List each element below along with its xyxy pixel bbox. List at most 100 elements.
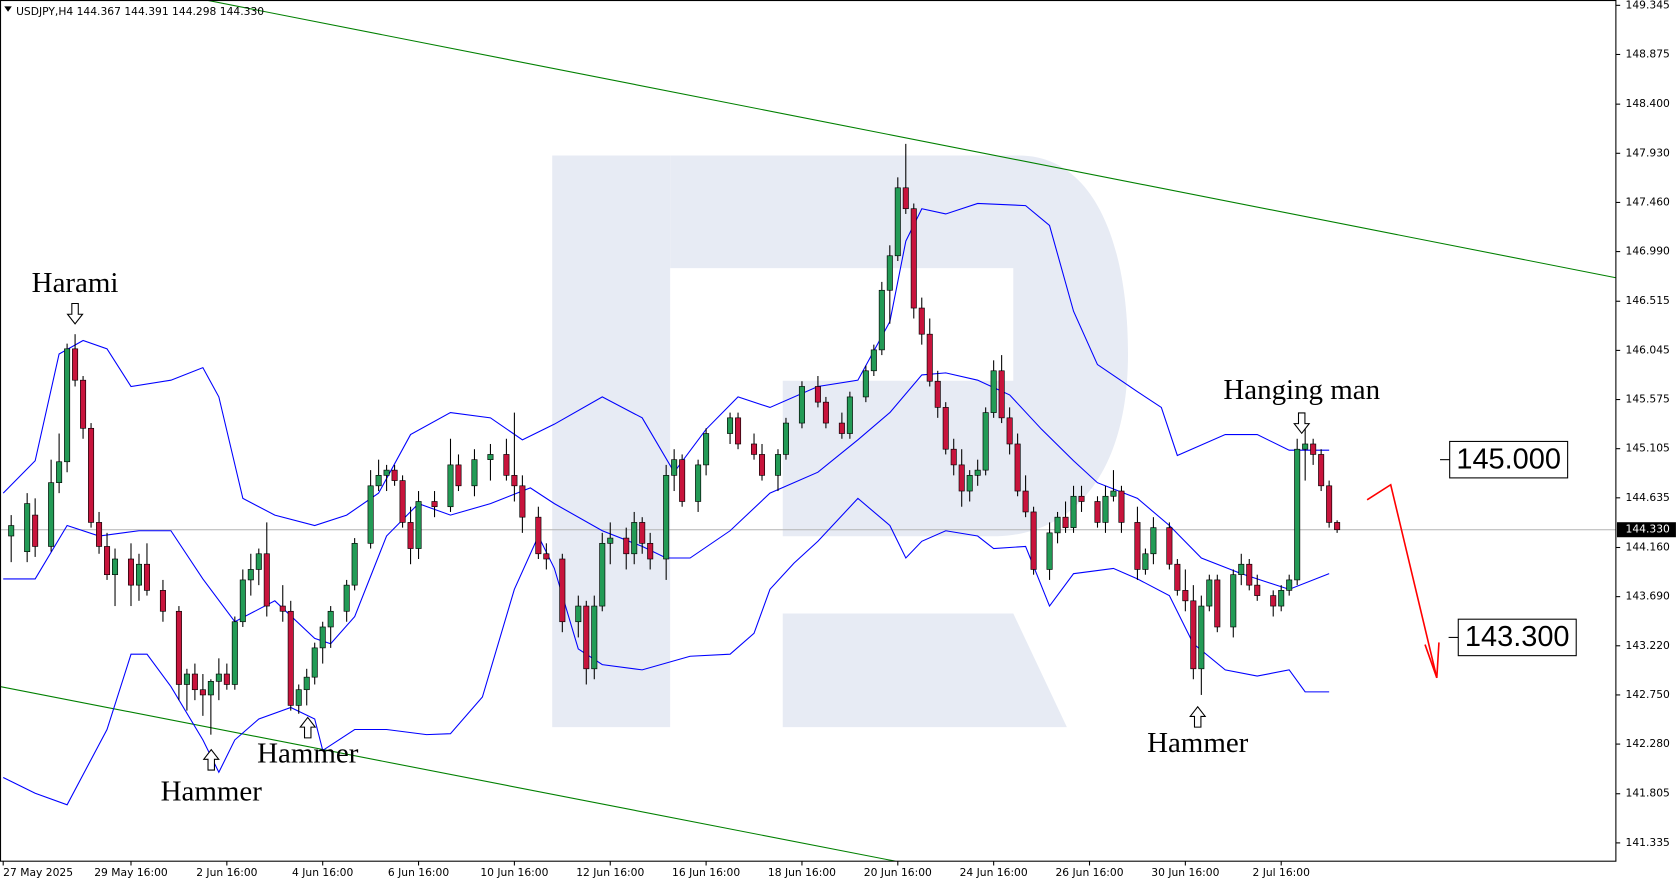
candle-body xyxy=(870,349,877,372)
y-tick-label: 142.750 xyxy=(1626,688,1671,701)
candle-body xyxy=(1006,417,1013,445)
candle-body xyxy=(982,412,989,471)
pattern-arrow xyxy=(1189,705,1207,728)
candle-body xyxy=(1198,605,1205,670)
candle-body xyxy=(343,584,350,612)
candle-body xyxy=(303,676,310,691)
candle-body xyxy=(926,333,933,382)
candle-body xyxy=(1102,495,1109,523)
x-tick-label: 2 Jun 16:00 xyxy=(196,866,257,879)
x-tick-label: 27 May 2025 xyxy=(3,866,73,879)
forecast-arrowhead xyxy=(1424,642,1440,679)
candle-body xyxy=(263,553,270,607)
candle-body xyxy=(223,673,230,685)
candle-body xyxy=(80,379,87,429)
current-price-box xyxy=(1616,522,1676,538)
forecast-arrow xyxy=(1366,483,1438,678)
candle-body xyxy=(399,480,406,523)
candle-body xyxy=(623,537,630,555)
candle-body xyxy=(759,454,766,476)
candle-body xyxy=(886,255,893,291)
pattern-arrow xyxy=(1293,412,1311,435)
candle-body xyxy=(591,605,598,670)
candle-body xyxy=(1054,516,1061,534)
candle-body xyxy=(311,647,318,678)
pattern-arrow xyxy=(299,716,317,739)
x-tick-label: 20 Jun 16:00 xyxy=(864,866,932,879)
candle-body xyxy=(112,558,119,576)
level-label: 143.300 xyxy=(1465,621,1570,653)
candle-body xyxy=(247,569,254,581)
candle-body xyxy=(1166,527,1173,565)
candle-body xyxy=(902,187,909,210)
candle-body xyxy=(695,464,702,502)
candle-body xyxy=(32,514,39,547)
candle-body xyxy=(319,626,326,649)
candle-body xyxy=(1270,595,1277,607)
pattern-label: Harami xyxy=(32,267,119,299)
y-tick-label: 145.575 xyxy=(1626,393,1670,406)
candle-body xyxy=(798,386,805,424)
x-tick-label: 29 May 16:00 xyxy=(94,866,168,879)
candle-body xyxy=(135,563,142,586)
y-tick-label: 147.930 xyxy=(1626,146,1671,159)
symbol-header: USDJPY,H4 144.367 144.391 144.298 144.33… xyxy=(16,5,264,18)
candle-body xyxy=(24,503,31,553)
candle-body xyxy=(1182,590,1189,602)
candle-body xyxy=(1078,495,1085,502)
candle-body xyxy=(1022,490,1029,513)
candle-body xyxy=(559,558,566,623)
candle-body xyxy=(535,516,542,555)
candle-body xyxy=(1118,490,1125,523)
candle-body xyxy=(295,689,302,706)
candle-body xyxy=(1094,501,1101,523)
current-price-label: 144.330 xyxy=(1626,523,1671,536)
candle-body xyxy=(846,396,853,434)
candle-body xyxy=(910,208,917,309)
y-tick-label: 141.335 xyxy=(1626,836,1670,849)
candle-body xyxy=(1238,563,1245,576)
candle-body xyxy=(727,417,734,434)
candle-body xyxy=(1190,600,1197,670)
bollinger-band xyxy=(2,497,1330,806)
y-tick-label: 144.160 xyxy=(1626,540,1671,553)
candle-body xyxy=(599,542,606,607)
candle-body xyxy=(455,464,462,487)
candle-body xyxy=(974,469,981,476)
candle-body xyxy=(215,673,222,682)
candle-body xyxy=(191,673,198,691)
candle-body xyxy=(671,459,678,476)
y-tick-label: 148.875 xyxy=(1626,47,1670,60)
candle-body xyxy=(279,605,286,612)
y-tick-label: 146.515 xyxy=(1626,294,1670,307)
candle-body xyxy=(1142,553,1149,570)
x-tick-label: 18 Jun 16:00 xyxy=(768,866,836,879)
candle-body xyxy=(878,289,885,351)
candle-body xyxy=(367,485,374,544)
x-tick-label: 2 Jul 16:00 xyxy=(1252,866,1310,879)
candle-body xyxy=(814,386,821,403)
candle-body xyxy=(391,469,398,481)
candle-body xyxy=(88,427,95,523)
x-tick-label: 30 Jun 16:00 xyxy=(1151,866,1219,879)
level-label: 145.000 xyxy=(1456,443,1561,475)
candle-body xyxy=(751,443,758,455)
candle-body xyxy=(1318,454,1325,487)
candle-body xyxy=(703,433,710,466)
candle-body xyxy=(375,475,382,487)
candle-body xyxy=(950,448,957,466)
candle-body xyxy=(104,546,111,576)
x-tick-label: 24 Jun 16:00 xyxy=(960,866,1028,879)
candle-body xyxy=(607,537,614,544)
candle-body xyxy=(1294,448,1301,581)
candle-body xyxy=(966,475,973,492)
candle-body xyxy=(1326,485,1333,523)
candle-body xyxy=(1302,443,1309,450)
level-box xyxy=(1449,440,1569,479)
candle-body xyxy=(1062,516,1069,528)
candle-body xyxy=(1334,522,1341,531)
pattern-label: Hammer xyxy=(161,775,263,807)
pattern-arrow xyxy=(66,302,84,325)
y-tick-label: 142.280 xyxy=(1626,737,1671,750)
x-tick-label: 4 Jun 16:00 xyxy=(292,866,353,879)
